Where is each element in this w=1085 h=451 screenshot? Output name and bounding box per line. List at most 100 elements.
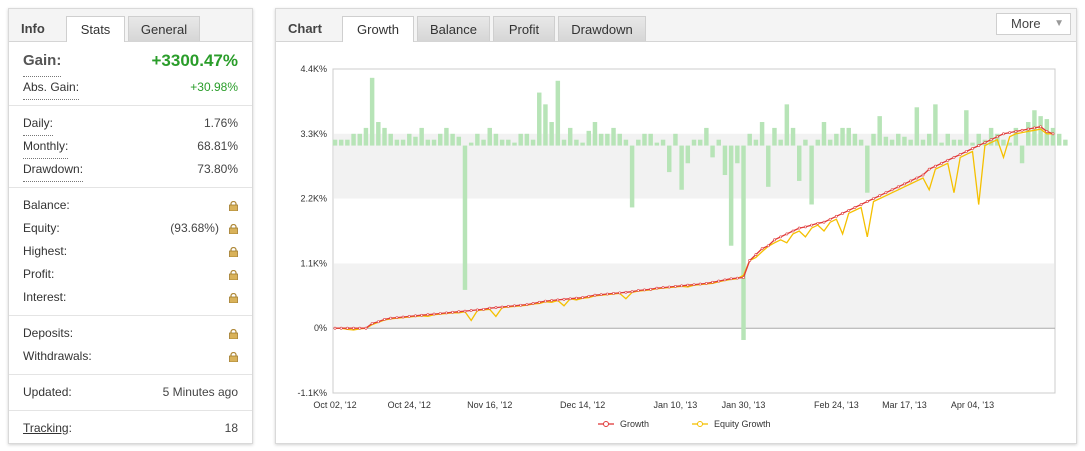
bar — [332, 139, 338, 146]
growth-point — [475, 308, 479, 312]
monthly-label[interactable]: Monthly: — [23, 135, 69, 159]
growth-point — [952, 155, 956, 159]
equity-value: (93.68%) — [170, 221, 219, 235]
growth-point — [593, 293, 597, 297]
growth-point — [407, 315, 411, 318]
bar — [834, 133, 839, 146]
bar — [400, 139, 406, 146]
highest-lock[interactable] — [229, 240, 238, 263]
growth-point — [680, 284, 684, 288]
more-label: More — [1011, 16, 1041, 31]
deposits-lock[interactable] — [229, 322, 238, 345]
growth-point — [847, 208, 851, 212]
bar — [933, 104, 938, 146]
bar — [1056, 133, 1062, 146]
growth-point — [921, 173, 925, 177]
growth-point — [686, 283, 690, 287]
growth-point — [587, 294, 591, 298]
growth-point — [531, 302, 535, 305]
bar — [512, 142, 517, 146]
bar — [450, 133, 455, 146]
tab-balance[interactable]: Balance — [417, 16, 490, 41]
growth-point — [995, 135, 999, 139]
growth-point — [463, 309, 467, 313]
bar — [939, 142, 944, 146]
growth-point — [816, 221, 820, 225]
growth-point — [537, 300, 541, 304]
bar — [642, 133, 647, 146]
more-dropdown[interactable]: More ▼ — [996, 13, 1071, 35]
profit-row: Profit: — [23, 263, 238, 286]
bar — [710, 145, 715, 158]
growth-point — [389, 316, 393, 320]
abs-gain-label[interactable]: Abs. Gain: — [23, 76, 80, 100]
growth-point — [698, 282, 702, 286]
divider — [9, 315, 252, 316]
bar — [487, 127, 492, 146]
bar — [753, 139, 759, 146]
triangle-down-icon: ▼ — [1054, 18, 1064, 29]
growth-point — [1039, 125, 1043, 129]
bar — [561, 139, 567, 146]
interest-lock[interactable] — [229, 286, 238, 309]
growth-point — [457, 310, 461, 314]
growth-point — [822, 220, 826, 224]
bar — [784, 104, 790, 146]
bar — [1038, 116, 1043, 146]
tab-general[interactable]: General — [128, 16, 200, 41]
growth-point — [556, 298, 560, 302]
bar — [889, 139, 895, 146]
growth-point — [636, 289, 640, 292]
bar — [957, 139, 963, 146]
withdrawals-label: Withdrawals: — [23, 349, 92, 363]
tab-drawdown[interactable]: Drawdown — [558, 16, 646, 41]
bar — [1013, 127, 1019, 146]
growth-point — [791, 229, 795, 233]
bar — [468, 142, 474, 146]
bar — [815, 139, 821, 146]
growth-point — [432, 312, 436, 316]
bar — [388, 133, 393, 146]
growth-point — [674, 284, 677, 288]
growth-point — [915, 176, 919, 180]
gain-label[interactable]: Gain: — [23, 46, 62, 77]
tab-profit[interactable]: Profit — [493, 16, 555, 41]
tracking-link[interactable]: Tracking — [23, 421, 69, 435]
growth-point — [878, 194, 882, 198]
growth-point — [513, 304, 516, 308]
growth-point — [692, 283, 696, 287]
bar — [852, 133, 858, 146]
bar — [345, 139, 350, 146]
growth-point — [729, 277, 733, 281]
growth-point — [804, 225, 807, 229]
bar — [376, 122, 381, 146]
growth-point — [903, 182, 906, 186]
bar — [914, 107, 920, 146]
bar — [382, 127, 387, 146]
bar — [648, 133, 653, 146]
bar — [759, 122, 765, 146]
growth-point — [1045, 130, 1049, 133]
growth-point — [376, 320, 380, 324]
tab-stats[interactable]: Stats — [66, 16, 125, 42]
balance-row: Balance: — [23, 194, 238, 217]
bar — [549, 122, 554, 146]
growth-point — [581, 296, 584, 299]
profit-lock[interactable] — [229, 263, 238, 286]
bar — [456, 136, 462, 146]
growth-point — [562, 297, 566, 301]
withdrawals-lock[interactable] — [229, 345, 238, 368]
growth-point — [445, 311, 448, 315]
divider — [9, 410, 252, 411]
bar — [660, 139, 666, 146]
growth-point — [519, 303, 523, 307]
daily-label[interactable]: Daily: — [23, 112, 54, 136]
lock-icon[interactable] — [229, 224, 238, 234]
balance-lock[interactable] — [229, 194, 238, 217]
drawdown-label[interactable]: Drawdown: — [23, 158, 84, 182]
growth-point — [333, 326, 337, 330]
bar — [679, 145, 684, 190]
growth-point — [977, 144, 981, 147]
tab-growth[interactable]: Growth — [342, 16, 414, 42]
bar — [1001, 139, 1006, 146]
